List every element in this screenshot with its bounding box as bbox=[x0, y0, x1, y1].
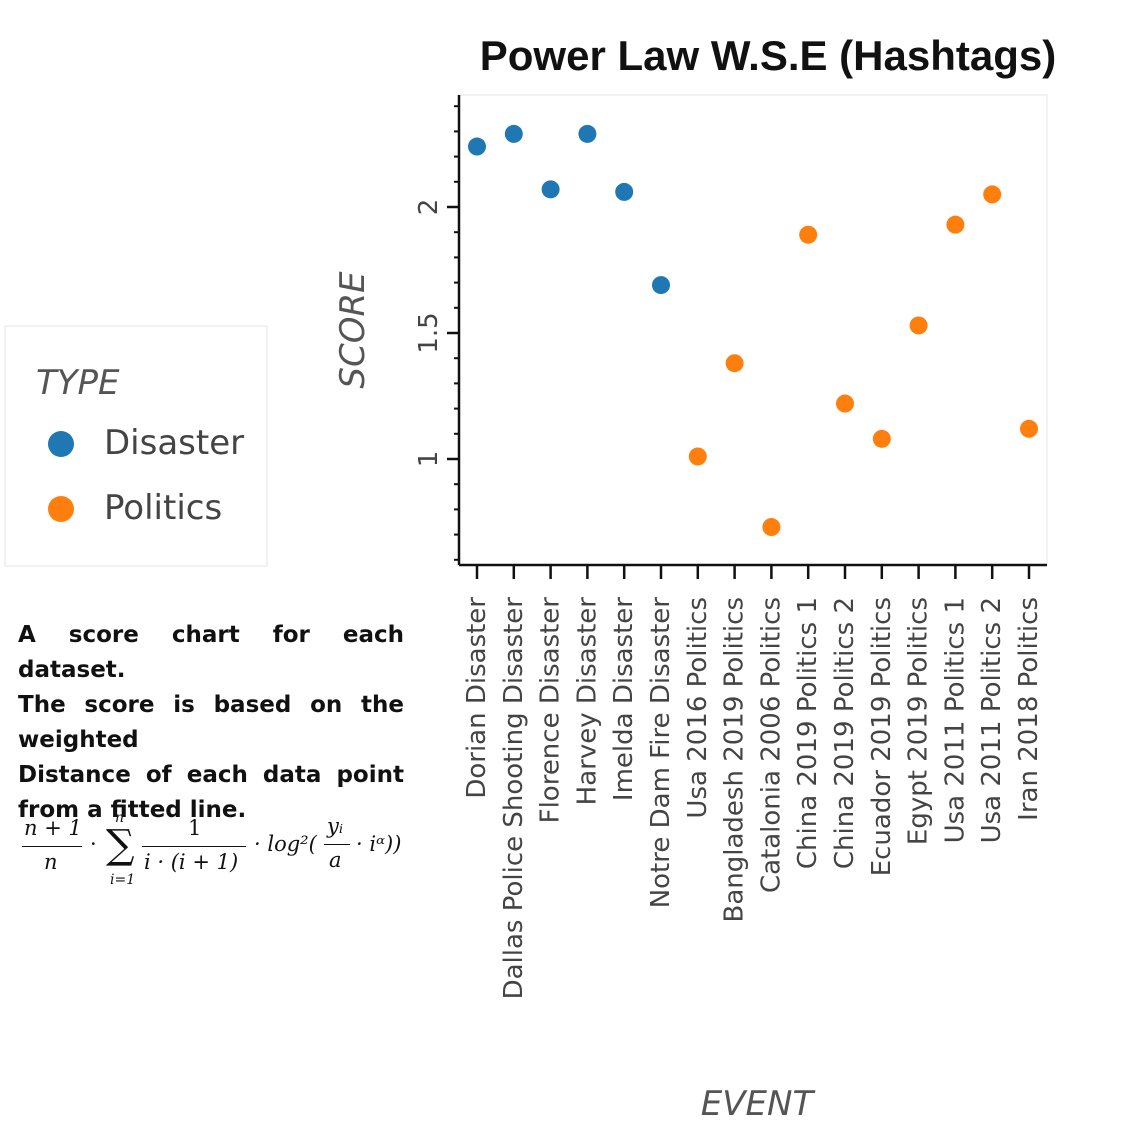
data-point-politics bbox=[1020, 419, 1038, 438]
x-tick-label: Usa 2016 Politics bbox=[683, 597, 713, 819]
legend-label-disaster: Disaster bbox=[104, 423, 244, 463]
data-point-politics bbox=[946, 215, 965, 234]
data-point-disaster bbox=[578, 124, 597, 143]
description-line-2: The score is based on the weighted bbox=[18, 692, 404, 753]
legend: TYPE Disaster Politics bbox=[4, 325, 268, 567]
data-point-politics bbox=[983, 185, 1002, 204]
x-tick-label: China 2019 Politics 2 bbox=[830, 597, 860, 869]
data-points bbox=[468, 124, 1038, 537]
description-line-3: Distance of each data point from a fitte… bbox=[18, 762, 404, 823]
formula-log-prefix: · log²( bbox=[254, 832, 317, 856]
formula-dot: · bbox=[90, 832, 97, 856]
formula-sum-symbol: ∑ bbox=[106, 822, 135, 868]
formula-frac2-denominator: i · (i + 1) bbox=[144, 850, 239, 874]
data-point-politics bbox=[799, 225, 818, 244]
x-axis-label: EVENT bbox=[701, 1084, 816, 1124]
x-tick-label: Dorian Disaster bbox=[462, 597, 492, 799]
y-tick-label: 1 bbox=[414, 451, 444, 468]
formula-frac3-numerator: yᵢ bbox=[327, 814, 344, 838]
data-point-disaster bbox=[504, 124, 523, 143]
x-tick-label: China 2019 Politics 1 bbox=[793, 597, 823, 869]
formula-frac3-denominator: a bbox=[329, 848, 342, 872]
data-point-politics bbox=[688, 447, 707, 466]
data-point-disaster bbox=[615, 182, 634, 201]
x-tick-label: Bangladesh 2019 Politics bbox=[720, 597, 750, 923]
data-point-disaster bbox=[652, 276, 670, 295]
x-tick-label: Florence Disaster bbox=[536, 597, 566, 824]
axes: 1 1.5 2 Dorian Disaster Dallas Police Shooti… bbox=[414, 95, 1047, 999]
data-point-politics bbox=[872, 429, 891, 448]
x-tick-label: Ecuador 2019 Politics bbox=[867, 597, 897, 876]
x-tick-label: Usa 2011 Politics 2 bbox=[977, 597, 1007, 843]
y-axis-label: SCORE bbox=[333, 271, 373, 389]
formula-frac2-bar bbox=[142, 846, 246, 847]
description-line-1: A score chart for each dataset. bbox=[18, 622, 404, 683]
y-tick-label: 1.5 bbox=[414, 312, 444, 353]
plot-area bbox=[458, 94, 1048, 566]
formula-frac2-numerator: 1 bbox=[188, 816, 202, 840]
chart-description: A score chart for each dataset. The scor… bbox=[18, 618, 404, 828]
formula-frac1-numerator: n + 1 bbox=[24, 816, 82, 840]
formula-log-suffix: · iᵅ)) bbox=[356, 832, 402, 856]
data-point-politics bbox=[725, 354, 744, 373]
chart-title: Power Law W.S.E (Hashtags) bbox=[480, 32, 1056, 79]
legend-title: TYPE bbox=[36, 363, 120, 403]
x-tick-label: Catalonia 2006 Politics bbox=[756, 597, 786, 893]
data-point-disaster bbox=[468, 137, 486, 156]
data-point-disaster bbox=[541, 180, 560, 199]
formula-sum-upper: n bbox=[115, 810, 125, 826]
x-tick-label: Dallas Police Shooting Disaster bbox=[499, 597, 529, 1000]
x-tick-label: Harvey Disaster bbox=[572, 597, 602, 806]
formula-frac1-bar bbox=[22, 846, 82, 847]
legend-marker-politics bbox=[48, 496, 74, 522]
data-point-politics bbox=[762, 518, 781, 537]
formula-frac1-denominator: n bbox=[44, 850, 58, 874]
x-tick-label: Egypt 2019 Politics bbox=[904, 597, 934, 845]
data-point-politics bbox=[836, 394, 854, 413]
x-tick-label: Iran 2018 Politics bbox=[1014, 597, 1044, 821]
formula-frac3-bar bbox=[324, 844, 350, 845]
legend-marker-disaster bbox=[48, 431, 74, 457]
x-tick-label: Imelda Disaster bbox=[609, 597, 639, 801]
y-tick-label: 2 bbox=[414, 199, 444, 216]
formula-sum-lower: i=1 bbox=[110, 872, 136, 888]
x-tick-label: Notre Dam Fire Disaster bbox=[646, 597, 676, 909]
score-formula: n + 1 n · n ∑ i=1 1 i · (i + 1) · log²( … bbox=[22, 810, 422, 900]
data-point-politics bbox=[909, 316, 928, 335]
legend-label-politics: Politics bbox=[104, 488, 222, 528]
x-tick-label: Usa 2011 Politics 1 bbox=[940, 597, 970, 843]
